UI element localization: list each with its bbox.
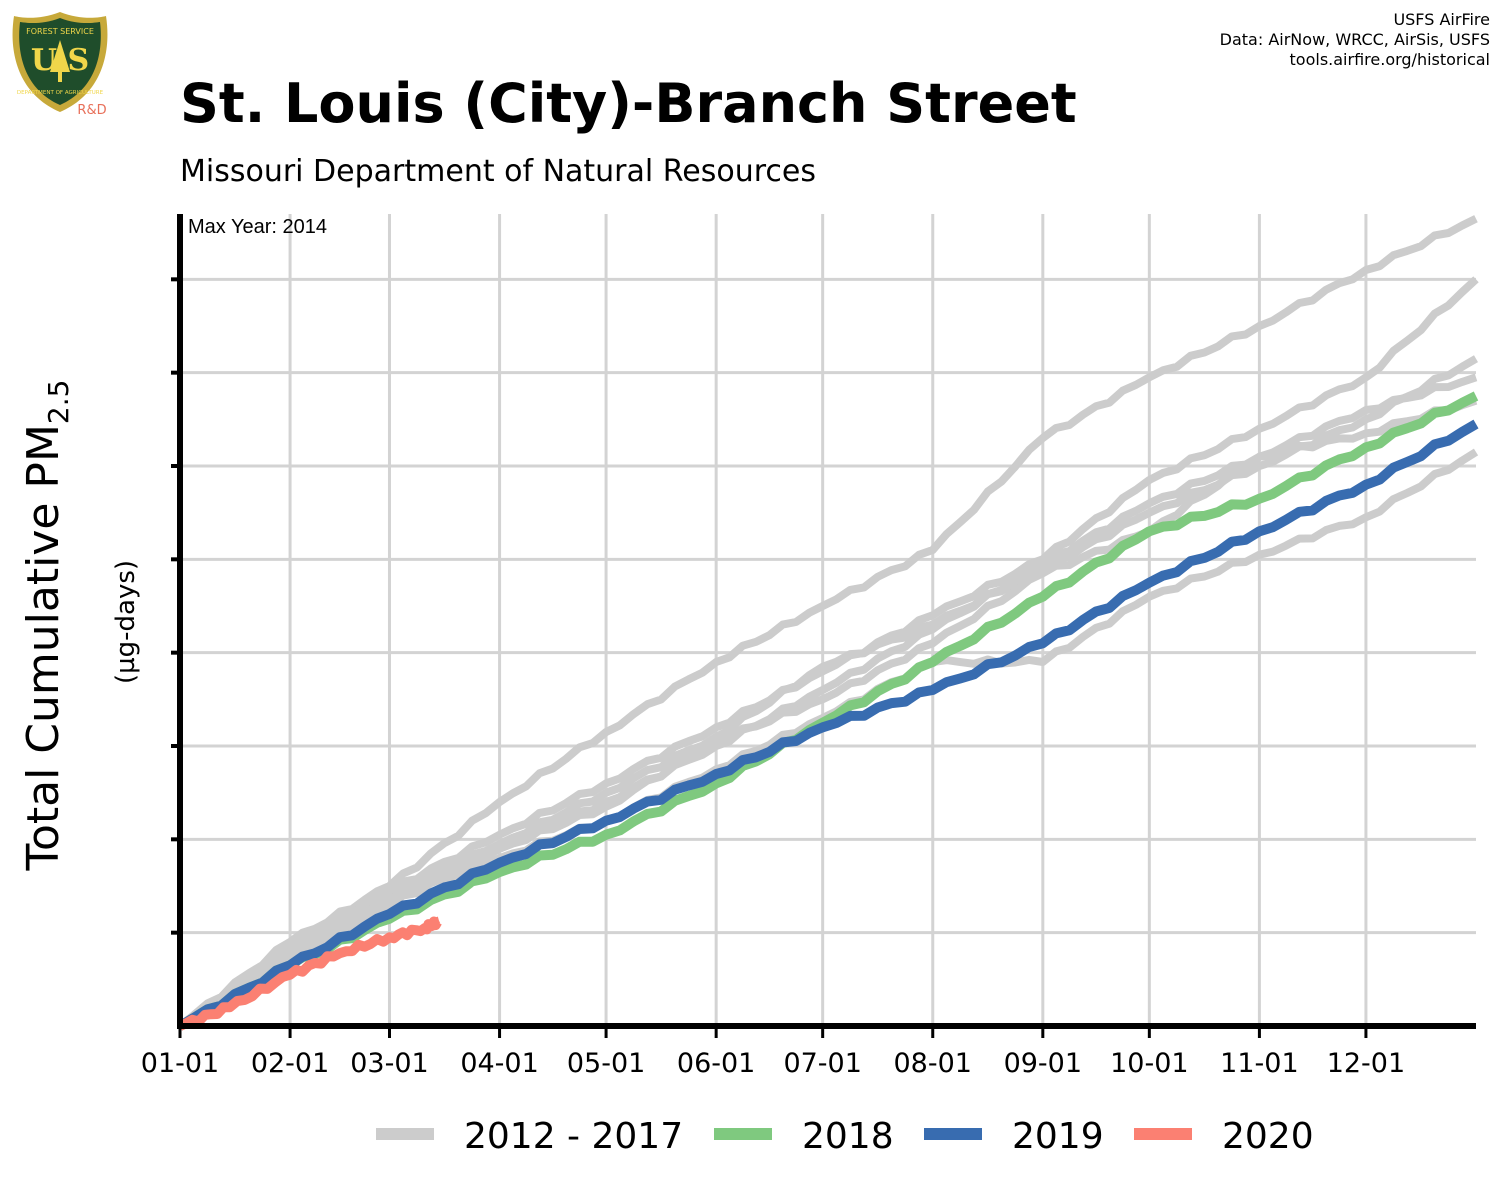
x-tick-label: 10-01 [1110,1048,1188,1079]
x-tick-label: 09-01 [1004,1048,1082,1079]
legend-label: 2012 - 2017 [464,1116,683,1157]
series-line-2019 [177,419,1479,1031]
credit-line: Data: AirNow, WRCC, AirSis, USFS [1219,30,1490,49]
chart-subtitle: Missouri Department of Natural Resources [180,154,816,189]
usfs-logo: U S FOREST SERVICE DEPARTMENT OF AGRICUL… [10,10,110,118]
series-lines [177,215,1479,1031]
x-tick-label: 02-01 [251,1048,329,1079]
logo-bottom-text: DEPARTMENT OF AGRICULTURE [17,90,104,96]
logo-rd-text: R&D [77,103,106,116]
x-tick-label: 04-01 [460,1048,538,1079]
chart-title: St. Louis (City)-Branch Street [180,72,1077,135]
series-line-2020 [178,916,443,1031]
legend-label: 2020 [1222,1116,1314,1157]
legend-label: 2019 [1012,1116,1104,1157]
legend-label: 2018 [802,1116,894,1157]
x-tick-label: 07-01 [783,1048,861,1079]
y-axis-units: (µg-days) [111,560,141,684]
x-tick-label: 05-01 [567,1048,645,1079]
y-axis-label-subscript: 2.5 [42,380,75,425]
max-year-annotation: Max Year: 2014 [188,216,327,238]
x-tick-label: 12-01 [1327,1048,1405,1079]
x-tick-label: 08-01 [894,1048,972,1079]
series-line-2012-2017 [177,396,1478,1030]
y-axis-label: Total Cumulative PM2.5 [18,380,75,872]
credits: USFS AirFire Data: AirNow, WRCC, AirSis,… [1220,10,1490,70]
x-tick-label: 06-01 [677,1048,755,1079]
logo-top-text: FOREST SERVICE [26,27,94,36]
legend: 2012 - 2017 2018 2019 2020 [376,1116,1314,1157]
x-tick-label: 11-01 [1220,1048,1298,1079]
svg-text:Total Cumulative PM2.5: Total Cumulative PM2.5 [18,380,75,872]
x-tick-label: 01-01 [141,1048,219,1079]
x-tick-labels: 01-01 02-01 03-01 04-01 05-01 06-01 07-01 08-01… [141,1048,1405,1079]
credit-line: USFS AirFire [1393,10,1490,29]
axes [171,214,1476,1038]
y-axis-label-main: Total Cumulative PM [18,424,69,871]
credit-line: tools.airfire.org/historical [1289,50,1490,69]
x-tick-label: 03-01 [350,1048,428,1079]
